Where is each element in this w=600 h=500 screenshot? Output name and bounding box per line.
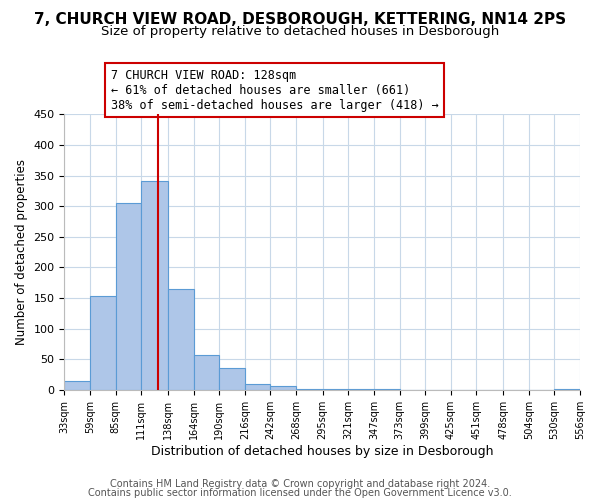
Bar: [90, 296, 116, 390]
Bar: [271, 386, 296, 390]
Bar: [64, 380, 90, 390]
Y-axis label: Number of detached properties: Number of detached properties: [15, 159, 28, 345]
Bar: [194, 355, 219, 390]
X-axis label: Distribution of detached houses by size in Desborough: Distribution of detached houses by size …: [151, 444, 493, 458]
Bar: [554, 388, 580, 390]
Bar: [116, 203, 141, 390]
Bar: [141, 181, 168, 390]
Bar: [219, 368, 245, 390]
Text: Contains HM Land Registry data © Crown copyright and database right 2024.: Contains HM Land Registry data © Crown c…: [110, 479, 490, 489]
Bar: [296, 388, 323, 390]
Bar: [168, 289, 194, 390]
Text: Contains public sector information licensed under the Open Government Licence v3: Contains public sector information licen…: [88, 488, 512, 498]
Bar: [323, 388, 349, 390]
Bar: [349, 389, 374, 390]
Text: 7 CHURCH VIEW ROAD: 128sqm
← 61% of detached houses are smaller (661)
38% of sem: 7 CHURCH VIEW ROAD: 128sqm ← 61% of deta…: [111, 68, 439, 112]
Text: 7, CHURCH VIEW ROAD, DESBOROUGH, KETTERING, NN14 2PS: 7, CHURCH VIEW ROAD, DESBOROUGH, KETTERI…: [34, 12, 566, 28]
Text: Size of property relative to detached houses in Desborough: Size of property relative to detached ho…: [101, 25, 499, 38]
Bar: [245, 384, 271, 390]
Bar: [374, 389, 400, 390]
